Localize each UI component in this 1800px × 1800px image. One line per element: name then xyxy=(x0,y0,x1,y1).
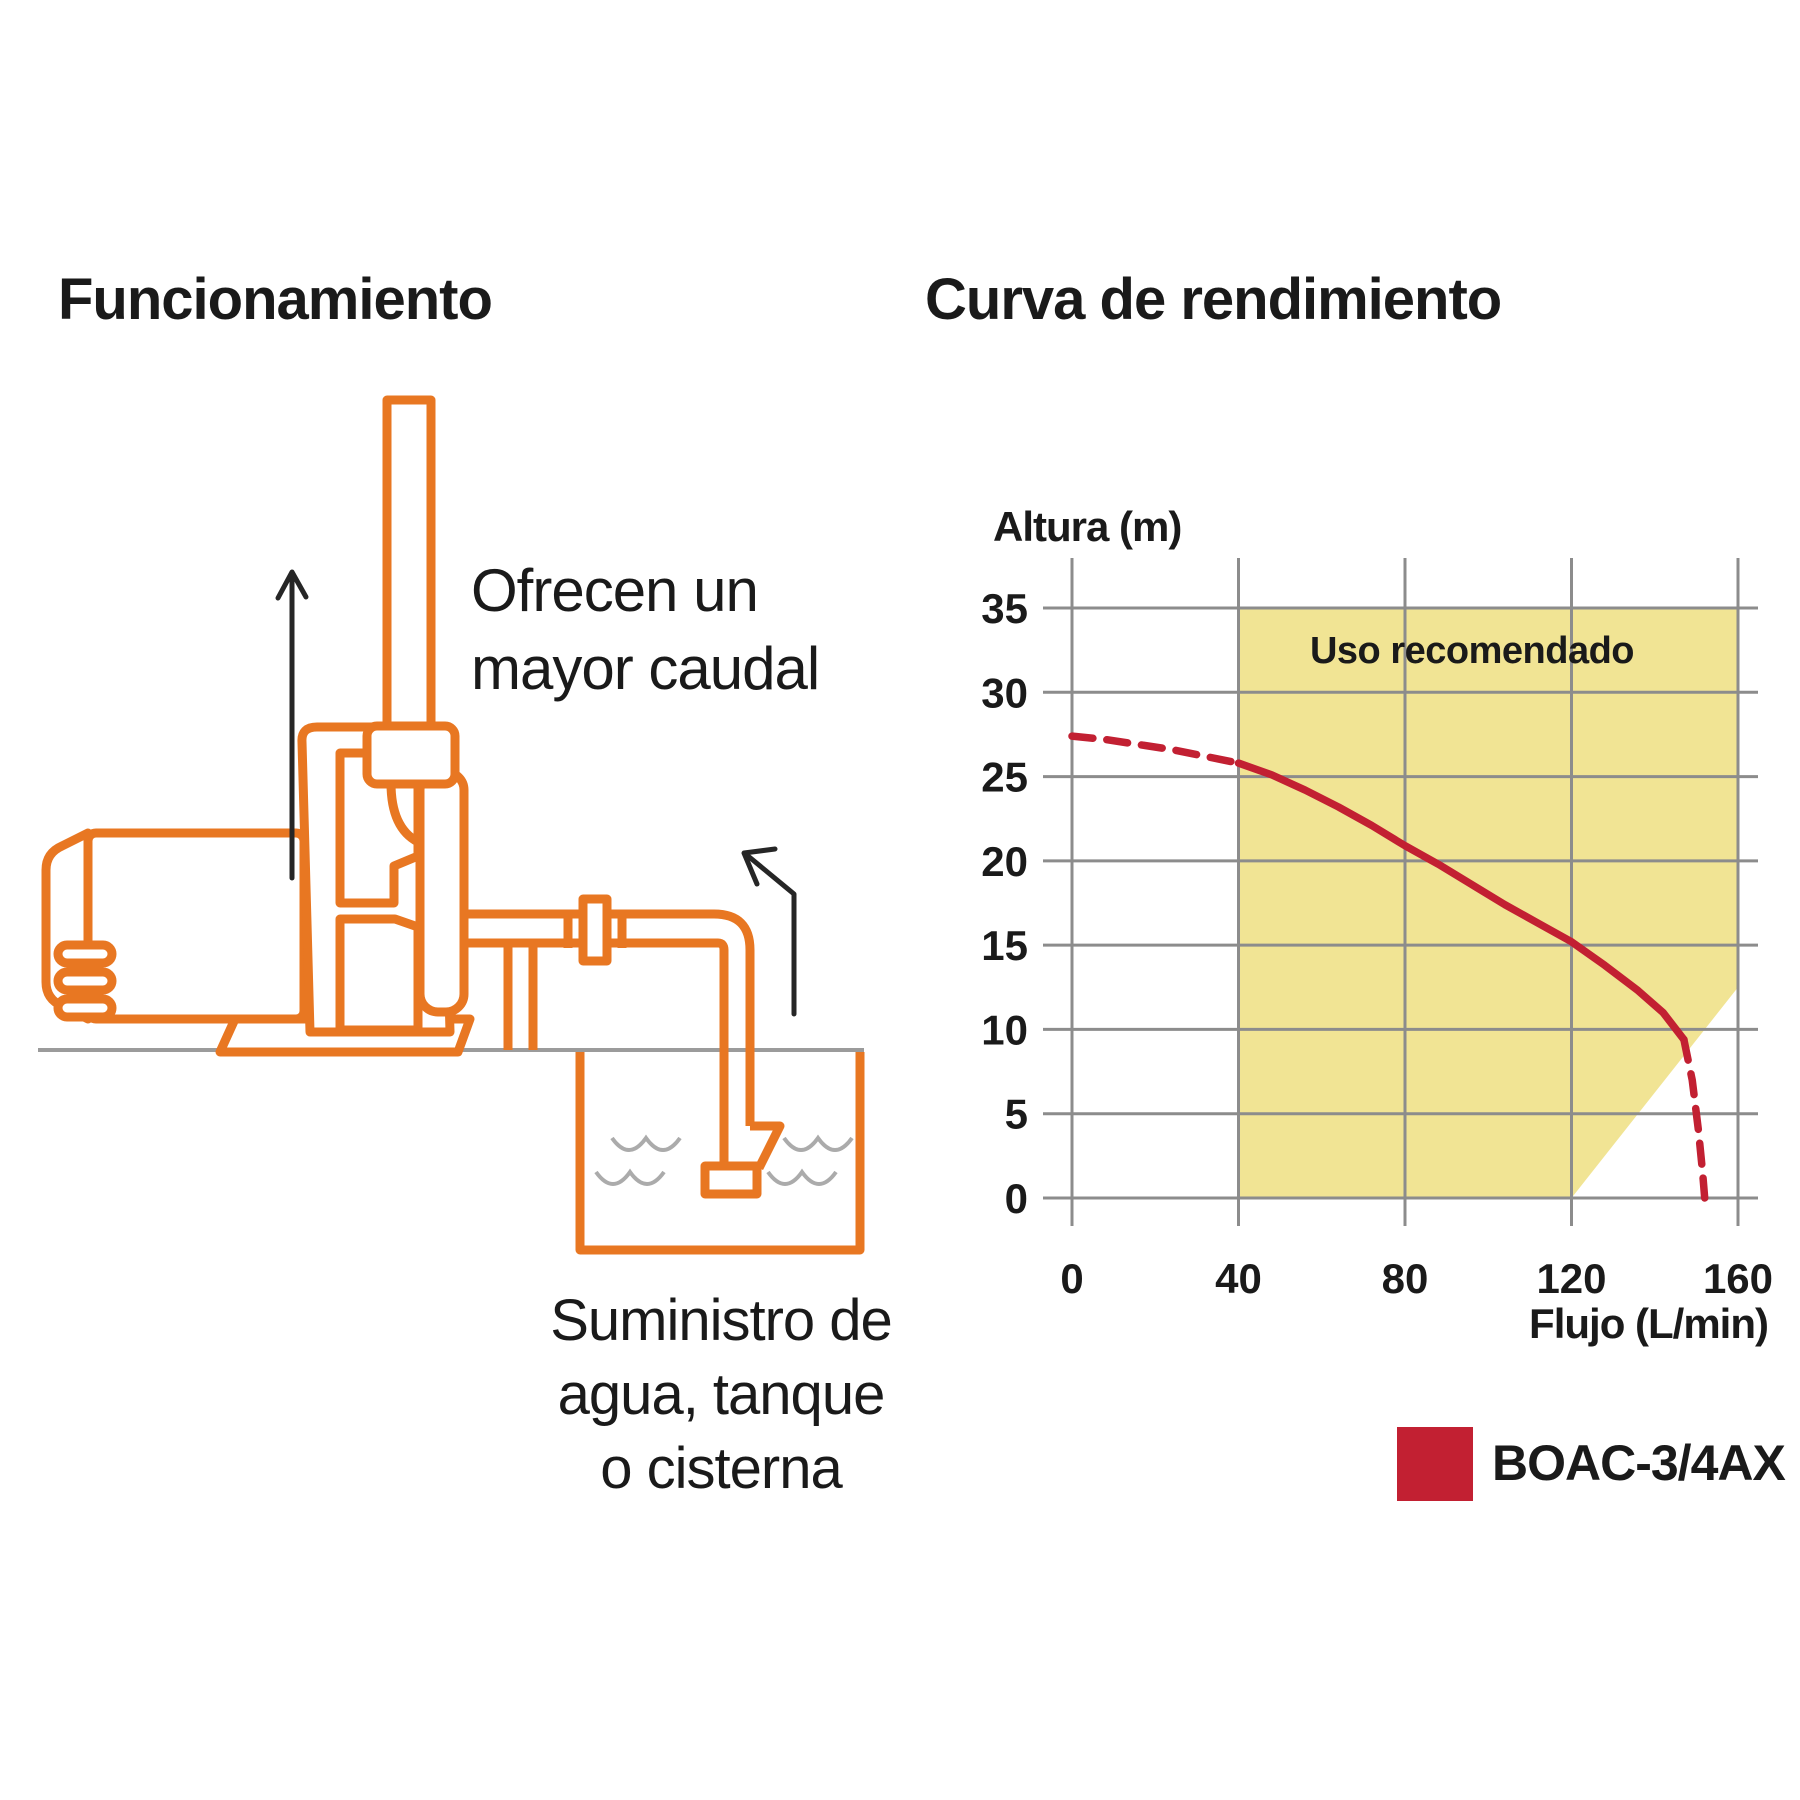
y-tick-label-25: 25 xyxy=(981,754,1028,801)
recommended-use-label: Uso recomendado xyxy=(1309,630,1635,672)
y-axis-title: Altura (m) xyxy=(993,503,1182,550)
legend-label: BOAC-3/4AX xyxy=(1492,1435,1786,1491)
horizontal-pipe-bottom xyxy=(460,938,729,951)
pipe-union-flanges xyxy=(563,910,627,948)
y-tick-label-30: 30 xyxy=(981,669,1028,716)
horizontal-pipe-top xyxy=(460,909,755,951)
chart-title: Curva de rendimiento xyxy=(925,267,1502,332)
y-tick-label-35: 35 xyxy=(981,585,1028,632)
y-tick-label-5: 5 xyxy=(1005,1091,1028,1138)
legend-swatch xyxy=(1397,1427,1473,1501)
y-tick-label-20: 20 xyxy=(981,838,1028,885)
x-tick-label-80: 80 xyxy=(1382,1255,1429,1302)
pump-body xyxy=(41,395,475,1057)
suction-arrow-icon xyxy=(741,846,797,1017)
foot-valve-icon xyxy=(700,1161,762,1199)
left-panel-title: Funcionamiento xyxy=(58,267,493,332)
curve-BOAC-3/4AX-solid xyxy=(1234,759,1688,1044)
x-axis-title: Flujo (L/min) xyxy=(1529,1300,1769,1347)
discharge-neck xyxy=(386,782,421,846)
outlet-annotation: Ofrecen un mayor caudal xyxy=(471,557,820,702)
curve-BOAC-3/4AX-dashed xyxy=(1068,732,1243,767)
y-tick-label-15: 15 xyxy=(981,922,1028,969)
recommended-region xyxy=(1238,608,1738,1198)
supply-annotation: Suministro de agua, tanque o cisterna xyxy=(550,1288,893,1501)
x-tick-label-160: 160 xyxy=(1703,1255,1773,1302)
y-tick-label-10: 10 xyxy=(981,1006,1028,1053)
x-tick-label-0: 0 xyxy=(1060,1255,1083,1302)
up-arrow-icon xyxy=(275,569,309,881)
motor-vent-slot xyxy=(53,967,117,995)
motor-vent-slot xyxy=(53,940,117,968)
outlet-union-icon xyxy=(362,721,460,789)
motor-vent-slot xyxy=(53,994,117,1022)
curve-BOAC-3/4AX-dashed xyxy=(1680,1035,1709,1202)
x-tick-label-120: 120 xyxy=(1536,1255,1606,1302)
pipe-support-leg xyxy=(503,943,538,1050)
y-tick-label-0: 0 xyxy=(1005,1175,1028,1222)
tank-outline xyxy=(575,1052,865,1255)
foot-valve-funnel xyxy=(750,1121,785,1171)
suction-pipe xyxy=(460,894,785,1199)
pipe-union-icon xyxy=(578,894,612,966)
x-tick-label-40: 40 xyxy=(1215,1255,1262,1302)
water-waves-icon xyxy=(594,1134,854,1186)
